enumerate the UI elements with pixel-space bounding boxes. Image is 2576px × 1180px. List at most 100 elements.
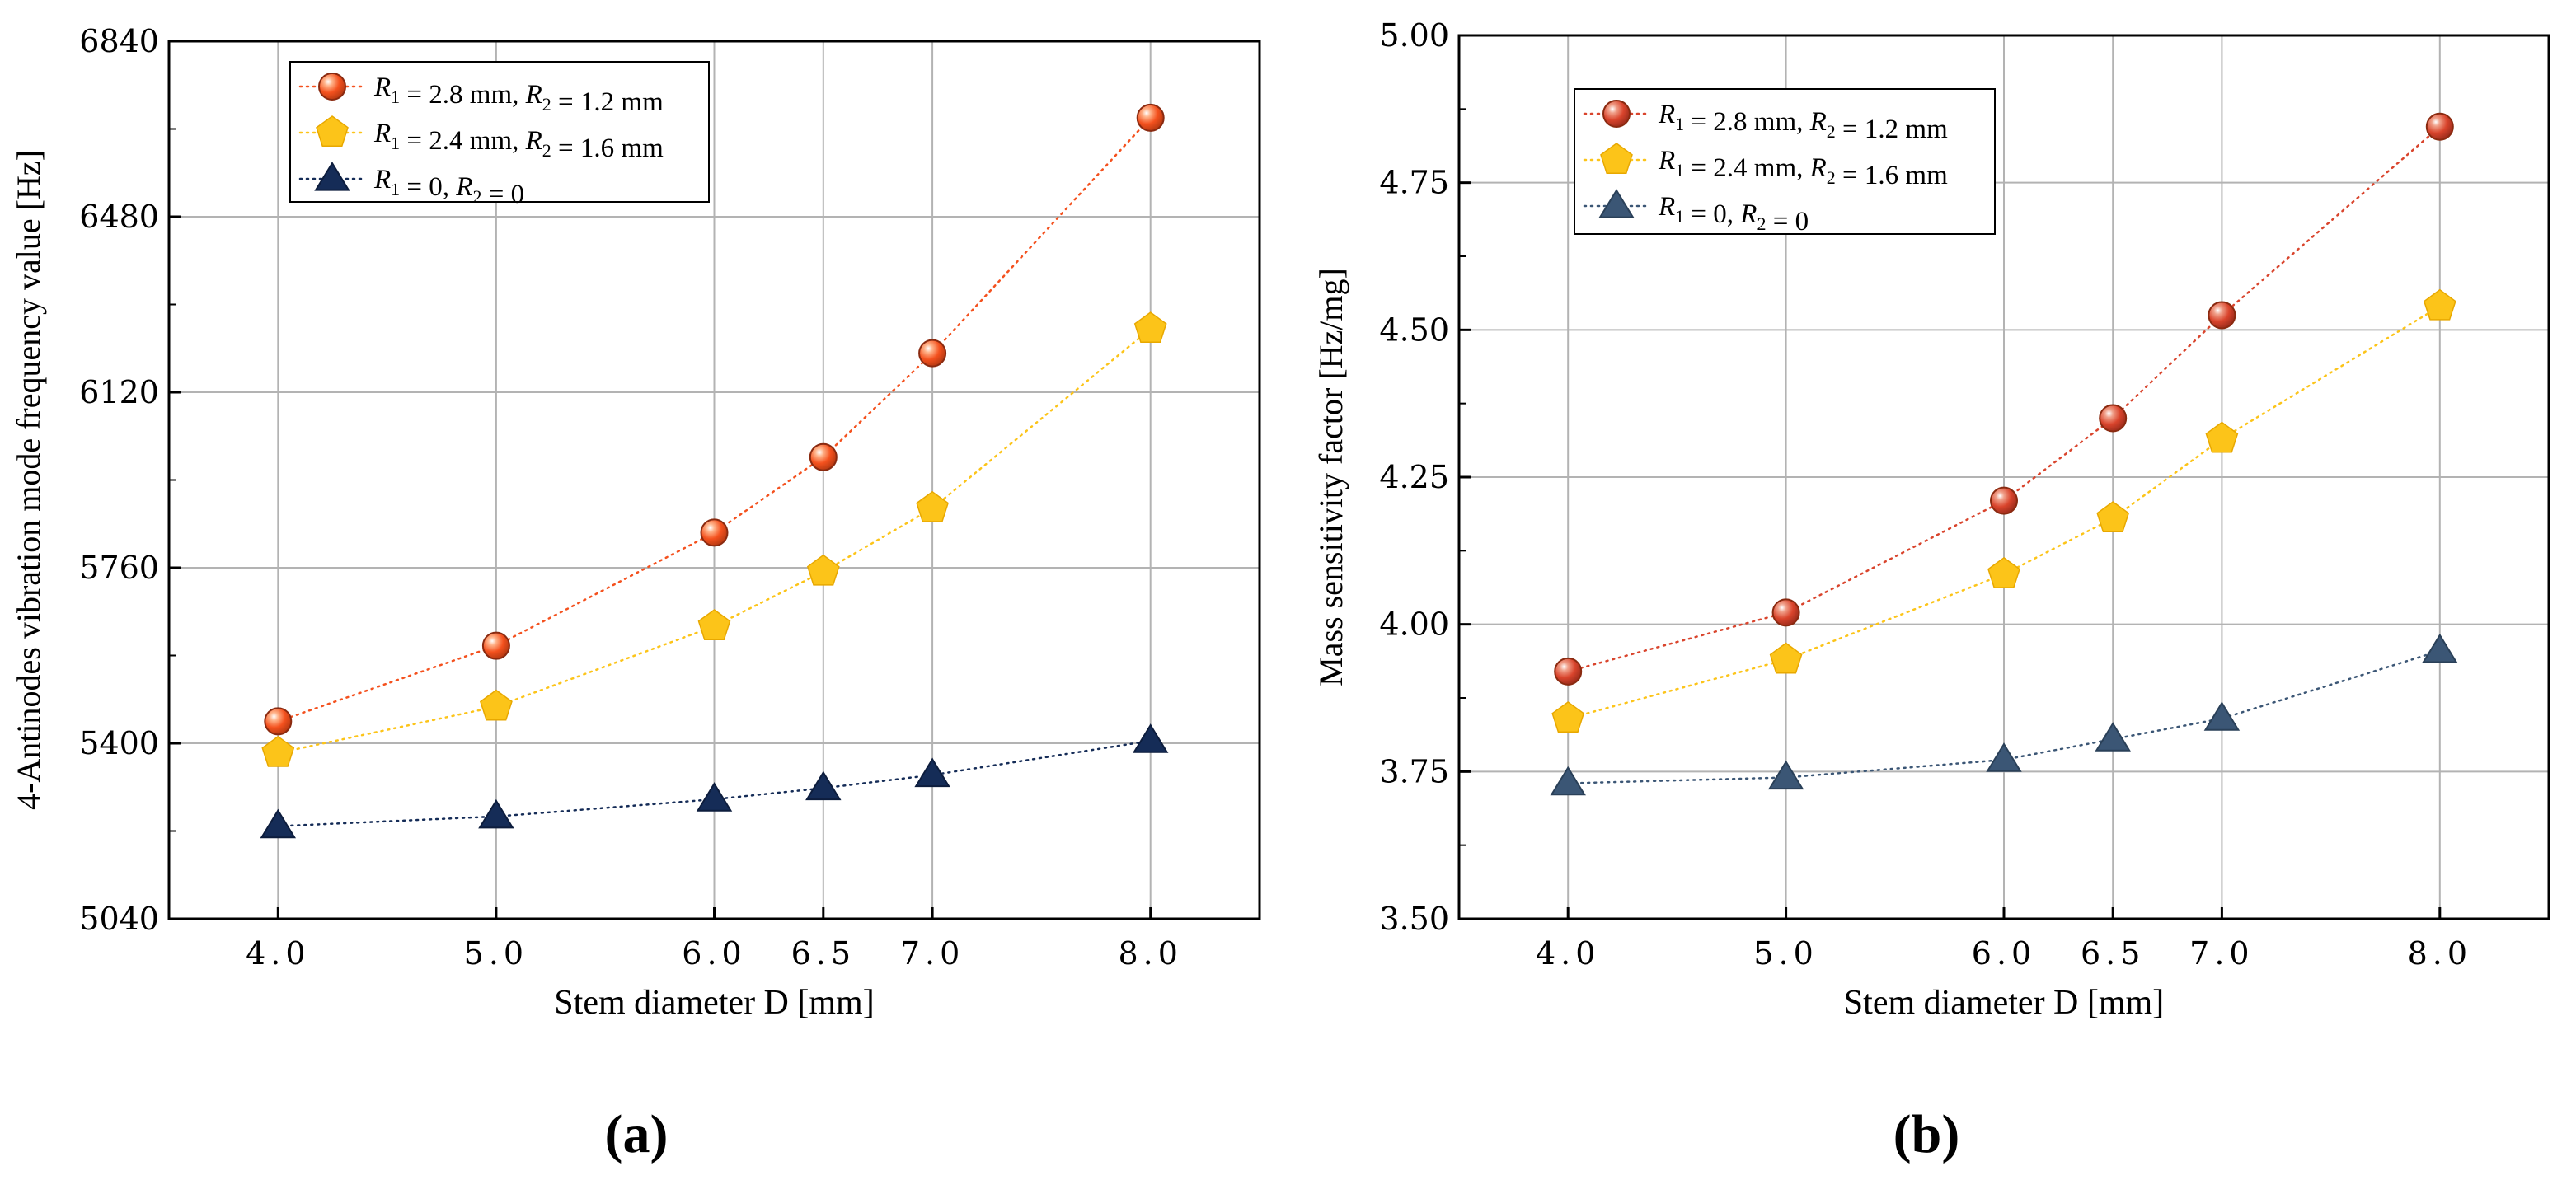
data-point <box>1769 642 1803 674</box>
data-point <box>1767 760 1804 790</box>
panel-label: (b) <box>1893 1104 1960 1164</box>
series-line <box>277 739 1152 827</box>
legend-label-part: = 2.8 mm, <box>1684 107 1809 137</box>
data-point <box>1551 701 1585 733</box>
data-point <box>1133 311 1167 344</box>
data-point <box>2422 633 2458 663</box>
data-point <box>1771 598 1800 627</box>
data-point <box>1990 486 2018 515</box>
legend-label: R1 = 2.4 mm, R2 = 1.6 mm <box>1658 146 1948 190</box>
legend-label: R1 = 2.8 mm, R2 = 1.2 mm <box>1658 100 1948 144</box>
legend-label-part: = 0, <box>1684 199 1740 229</box>
legend-label: R1 = 0, R2 = 0 <box>1658 192 1809 236</box>
y-tick-label: 3.50 <box>1379 901 1449 937</box>
data-point <box>2208 301 2236 330</box>
y-axis-label: 4-Antinodes vibration mode frequency val… <box>10 150 47 810</box>
data-point <box>481 631 510 660</box>
data-point <box>1550 766 1586 796</box>
legend-label: R1 = 2.4 mm, R2 = 1.6 mm <box>373 119 664 163</box>
legend-label-part: R <box>373 119 391 148</box>
x-tick-label: 6.0 <box>1972 935 2036 972</box>
legend-label-part: R <box>525 80 542 110</box>
data-point <box>2203 701 2241 731</box>
x-tick-label: 6.0 <box>682 935 746 972</box>
y-tick-label: 4.50 <box>1379 311 1449 348</box>
legend-label-part: = 1.2 mm <box>1836 115 1948 144</box>
legend-label-part: = 1.6 mm <box>1836 161 1948 190</box>
legend-label: R1 = 0, R2 = 0 <box>373 165 524 209</box>
series-line <box>1566 305 2442 720</box>
legend-label-part: R <box>1809 107 1827 137</box>
data-point <box>805 770 842 801</box>
series-line <box>1566 125 2442 673</box>
legend-label-part: 1 <box>1675 160 1684 180</box>
y-tick-label: 3.75 <box>1379 753 1449 789</box>
y-tick-label: 6120 <box>79 374 159 410</box>
series <box>1550 633 2458 796</box>
legend-label-part: R <box>373 73 391 102</box>
series <box>260 723 1169 839</box>
legend-label-part: 2 <box>1827 167 1836 188</box>
data-point <box>1987 556 2020 588</box>
legend-label-part: = 0, <box>400 172 456 202</box>
data-point <box>2099 404 2128 433</box>
legend-label-part: = 0 <box>481 180 524 209</box>
data-point <box>260 808 297 839</box>
legend-label-part: 1 <box>1675 206 1684 227</box>
legend-marker <box>318 73 346 101</box>
chart-panel: 3.50 3.75 4.00 4.25 4.50 4.75 5.00 4.0 5.0 6.0 6.5… <box>1312 17 2550 1164</box>
y-axis-label: Mass sensitivity factor [Hz/mg] <box>1312 268 1349 686</box>
data-point <box>2423 288 2456 321</box>
data-point <box>809 442 838 471</box>
y-tick-label: 5.00 <box>1379 17 1449 54</box>
legend-label-part: 2 <box>542 140 551 161</box>
x-axis-label: Stem diameter D [mm] <box>1844 984 2164 1022</box>
legend-label-part: = 0 <box>1766 207 1809 236</box>
data-point <box>1132 723 1169 753</box>
x-tick-label: 8.0 <box>1118 935 1182 972</box>
legend-marker <box>316 115 349 147</box>
legend-label-part: R <box>1809 153 1827 183</box>
data-point <box>2096 501 2130 532</box>
legend-label-part: 2 <box>472 186 481 207</box>
series <box>264 103 1165 736</box>
x-tick-label: 6.5 <box>2081 935 2145 972</box>
data-point <box>916 490 949 522</box>
legend-label: R1 = 2.8 mm, R2 = 1.2 mm <box>373 73 664 117</box>
legend-marker <box>1600 143 1633 174</box>
x-axis-label: Stem diameter D [mm] <box>554 984 874 1022</box>
y-tick-label: 4.75 <box>1379 165 1449 201</box>
y-tick-label: 6480 <box>79 199 159 235</box>
data-point <box>700 518 729 547</box>
data-point <box>264 707 293 736</box>
data-point <box>1554 657 1583 686</box>
data-point <box>261 735 295 767</box>
series <box>1554 112 2454 686</box>
data-point <box>918 339 947 368</box>
legend-label-part: R <box>1658 146 1675 176</box>
x-tick-label: 8.0 <box>2408 935 2472 972</box>
legend-marker <box>314 162 350 191</box>
chart-panel: 5040 5400 5760 6120 6480 6840 4.0 5.0 6.0 6.5 7.0 8… <box>10 23 1261 1164</box>
legend-label-part: 1 <box>391 179 400 199</box>
data-point <box>480 689 513 721</box>
y-tick-label: 5400 <box>79 725 159 761</box>
series <box>1551 288 2456 733</box>
data-point <box>806 554 840 586</box>
x-tick-label: 4.0 <box>1536 935 1600 972</box>
y-tick-label: 4.25 <box>1379 459 1449 495</box>
y-tick-label: 4.00 <box>1379 606 1449 643</box>
data-point <box>2425 112 2454 141</box>
legend-label-part: 2 <box>1827 121 1836 142</box>
legend-marker <box>1598 189 1635 218</box>
legend-label-part: 2 <box>542 94 551 115</box>
data-point <box>1136 103 1165 132</box>
x-tick-label: 7.0 <box>900 935 964 972</box>
data-point <box>1986 742 2022 772</box>
x-tick-label: 4.0 <box>246 935 310 972</box>
panel-label: (a) <box>605 1104 669 1164</box>
y-tick-label: 5760 <box>79 550 159 586</box>
